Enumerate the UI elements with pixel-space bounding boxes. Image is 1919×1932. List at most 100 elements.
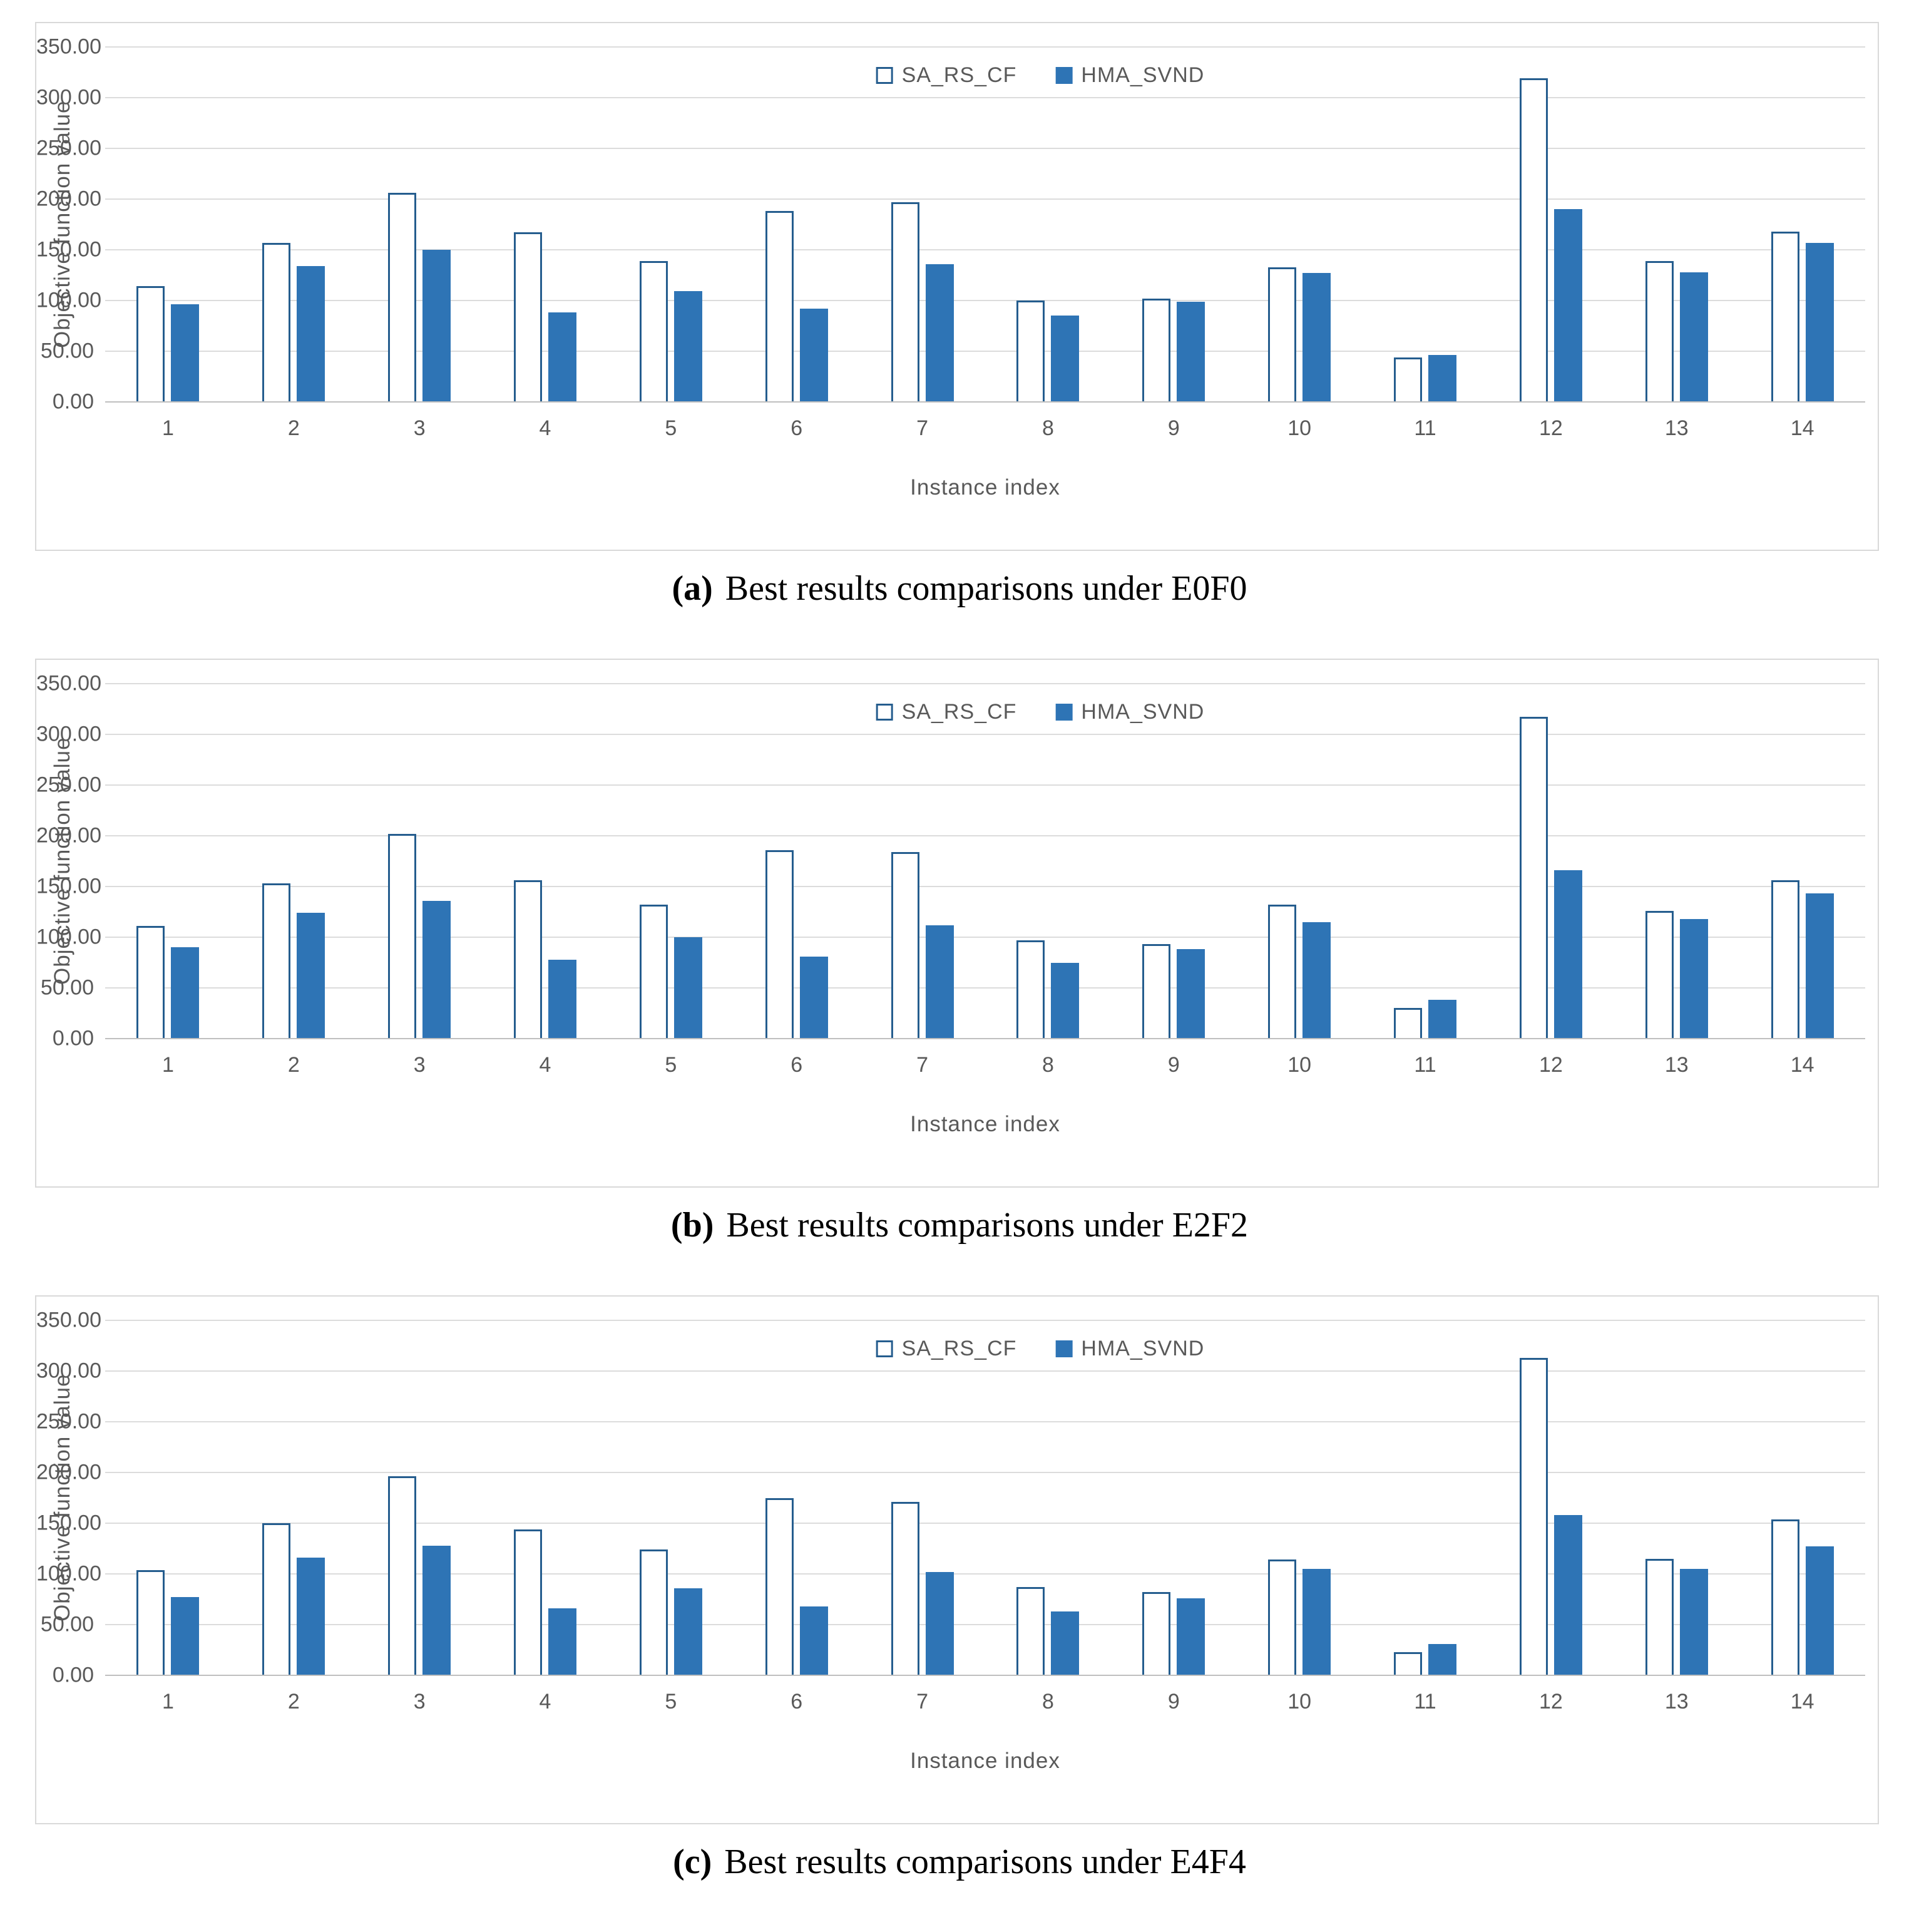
bar-group-1 <box>105 47 231 402</box>
legend-label-hma-svnd: HMA_SVND <box>1081 63 1205 87</box>
bar-hma_svnd-9 <box>1177 949 1205 1039</box>
y-axis-ticks: 350.00 300.00 250.00 200.00 150.00 100.00 50.0… <box>36 1308 101 1687</box>
bar-group-14 <box>1739 1320 1865 1675</box>
bar-sa_rs_cf-11 <box>1394 357 1423 402</box>
bar-hma_svnd-11 <box>1428 1643 1457 1675</box>
y-tick-label: 0.00 <box>52 1026 94 1051</box>
bar-sa_rs_cf-2 <box>262 242 291 402</box>
bar-hma_svnd-4 <box>548 312 576 402</box>
y-tick-label: 150.00 <box>36 1511 101 1535</box>
legend-item-hma-svnd: HMA_SVND <box>1055 1337 1204 1361</box>
bar-group-5 <box>608 684 734 1039</box>
bar-sa_rs_cf-3 <box>388 1476 417 1675</box>
gridline <box>105 249 1865 250</box>
gridline <box>105 148 1865 149</box>
x-axis-title: Instance index <box>910 475 1060 500</box>
bar-hma_svnd-5 <box>673 1588 702 1675</box>
gridlines <box>105 46 1865 403</box>
bar-sa_rs_cf-4 <box>514 1529 542 1675</box>
bar-group-13 <box>1614 1320 1739 1675</box>
bar-sa_rs_cf-13 <box>1645 260 1674 402</box>
x-tick-label-12: 12 <box>1538 416 1563 440</box>
bar-group-12 <box>1488 1320 1614 1675</box>
bars-layer <box>105 1320 1865 1675</box>
x-axis-title: Instance index <box>910 1749 1060 1773</box>
bar-hma_svnd-8 <box>1051 1611 1080 1675</box>
bar-sa_rs_cf-10 <box>1268 905 1297 1039</box>
bar-hma_svnd-6 <box>799 956 828 1039</box>
bar-group-1 <box>105 1320 231 1675</box>
y-axis-ticks: 350.00 300.00 250.00 200.00 150.00 100.00 50.0… <box>36 672 101 1051</box>
x-tick-label-1: 1 <box>161 416 174 440</box>
x-axis-line <box>105 1675 1865 1676</box>
y-tick-label: 200.00 <box>36 1460 101 1484</box>
gridline <box>105 1523 1865 1524</box>
x-axis-labels: 1 2 3 4 5 6 7 8 9 10 11 12 13 14 <box>105 1053 1865 1077</box>
x-axis-line <box>105 1038 1865 1039</box>
bar-hma_svnd-7 <box>925 925 954 1039</box>
gridline <box>105 784 1865 786</box>
bar-group-10 <box>1237 47 1363 402</box>
figure-b: Objective function value 350.00 300.00 250… <box>0 659 1919 1295</box>
gridline <box>105 937 1865 938</box>
bar-group-11 <box>1363 47 1488 402</box>
gridline <box>105 97 1865 98</box>
bar-group-12 <box>1488 47 1614 402</box>
bar-sa_rs_cf-12 <box>1519 78 1548 402</box>
bar-hma_svnd-2 <box>297 265 325 402</box>
figure-caption-a: (a) Best results comparisons under E0F0 <box>0 551 1919 659</box>
legend-label-sa-rs-cf: SA_RS_CF <box>901 63 1017 87</box>
bar-group-5 <box>608 1320 734 1675</box>
legend-label-sa-rs-cf: SA_RS_CF <box>901 700 1017 724</box>
y-tick-label: 50.00 <box>40 339 94 363</box>
bar-group-2 <box>231 47 357 402</box>
bar-sa_rs_cf-9 <box>1142 944 1171 1039</box>
bar-sa_rs_cf-7 <box>891 851 919 1039</box>
bar-hma_svnd-10 <box>1302 1568 1331 1675</box>
x-tick-label-1: 1 <box>161 1690 174 1714</box>
bar-group-10 <box>1237 1320 1363 1675</box>
bar-hma_svnd-2 <box>297 913 325 1039</box>
legend-label-sa-rs-cf: SA_RS_CF <box>901 1337 1017 1360</box>
caption-label: (a) <box>672 569 713 608</box>
x-tick-label-3: 3 <box>413 1690 426 1714</box>
bar-sa_rs_cf-8 <box>1016 301 1045 402</box>
x-tick-label-2: 2 <box>287 1690 300 1714</box>
y-tick-label: 200.00 <box>36 187 101 211</box>
bar-group-4 <box>483 47 608 402</box>
caption-label: (b) <box>670 1206 714 1245</box>
bar-sa_rs_cf-12 <box>1519 717 1548 1039</box>
x-tick-label-9: 9 <box>1167 1053 1180 1077</box>
bar-group-3 <box>357 47 483 402</box>
bar-sa_rs_cf-5 <box>639 905 668 1039</box>
bar-hma_svnd-4 <box>548 1608 576 1675</box>
bar-sa_rs_cf-14 <box>1771 880 1799 1039</box>
x-tick-label-9: 9 <box>1167 416 1180 440</box>
bar-sa_rs_cf-10 <box>1268 267 1297 402</box>
x-tick-label-2: 2 <box>287 1053 300 1077</box>
bar-sa_rs_cf-6 <box>765 211 794 402</box>
bar-hma_svnd-10 <box>1302 273 1331 402</box>
bar-hma_svnd-7 <box>925 1571 954 1675</box>
x-tick-label-12: 12 <box>1538 1053 1563 1077</box>
legend-swatch-outlined-icon <box>876 704 893 721</box>
gridline <box>105 198 1865 200</box>
gridline <box>105 351 1865 352</box>
bar-hma_svnd-11 <box>1428 355 1457 402</box>
bar-sa_rs_cf-3 <box>388 193 417 402</box>
x-tick-label-8: 8 <box>1041 1053 1054 1077</box>
bar-hma_svnd-7 <box>925 264 954 402</box>
bar-sa_rs_cf-1 <box>136 286 165 402</box>
legend-swatch-filled-icon <box>1055 1340 1073 1357</box>
bar-sa_rs_cf-6 <box>765 850 794 1039</box>
legend-item-sa-rs-cf: SA_RS_CF <box>876 63 1017 88</box>
x-tick-label-6: 6 <box>791 1053 803 1077</box>
y-tick-label: 350.00 <box>36 1308 101 1332</box>
bar-hma_svnd-12 <box>1553 209 1582 402</box>
y-tick-label: 150.00 <box>36 237 101 262</box>
bar-hma_svnd-5 <box>673 937 702 1039</box>
figure-c: Objective function value 350.00 300.00 250… <box>0 1295 1919 1932</box>
bar-hma_svnd-9 <box>1177 1598 1205 1675</box>
legend-item-sa-rs-cf: SA_RS_CF <box>876 1337 1017 1361</box>
x-tick-label-7: 7 <box>916 1053 929 1077</box>
